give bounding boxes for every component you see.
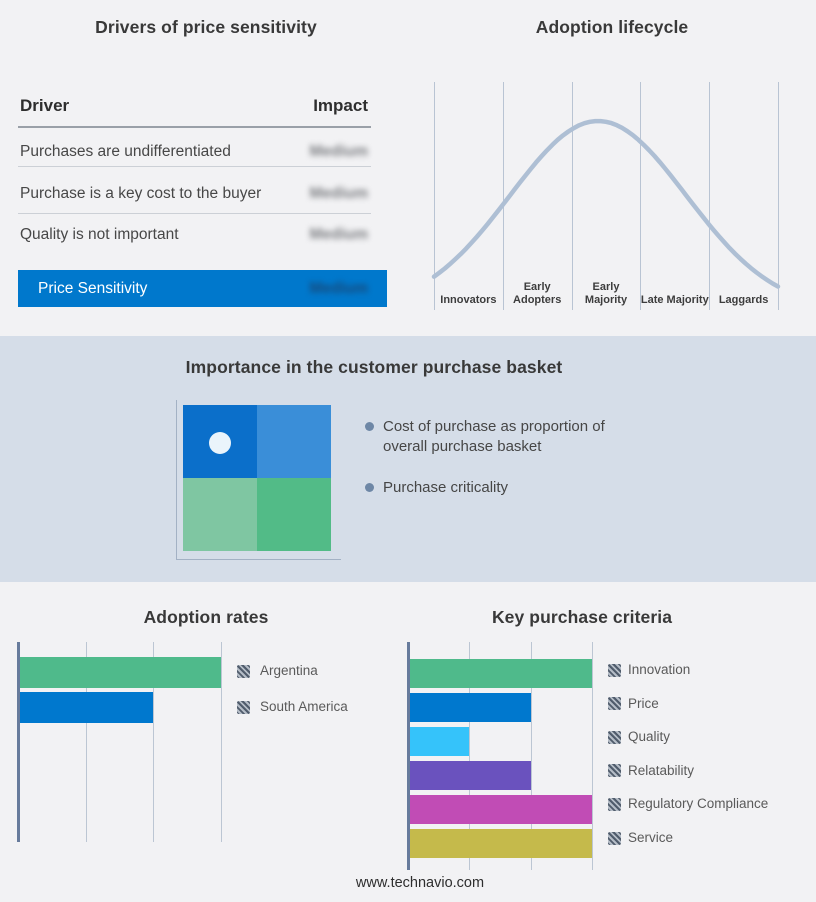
gridline [434,82,435,310]
impact-column-header: Impact [313,96,368,115]
gridline [592,642,593,870]
quadrant-bottom-left [183,478,257,551]
purchase-basket-band [0,336,816,582]
quadrant-bottom-right [257,478,331,551]
bar-innovation [410,659,592,688]
gridline [530,642,532,870]
driver-row-impact-value: Medium [309,226,368,243]
table-row-divider [18,213,371,214]
driver-row-label: Purchase is a key cost to the buyer [20,185,262,202]
legend-marker-service-icon [608,831,621,845]
stage-label-late-majority: Late Majority [640,294,709,306]
stage-label-innovators: Innovators [440,294,497,306]
bullet-item: Purchase criticality [365,478,645,498]
bar-south-america [20,692,153,723]
driver-row-impact-value: Medium [309,143,368,160]
legend-label-quality: Quality [628,729,671,745]
price-sensitivity-row: Price Sensitivity Medium [18,270,387,307]
position-marker-dot [209,431,231,454]
gridline [85,642,87,842]
stage-label-laggards: Laggards [718,294,769,306]
gridline [153,642,154,842]
y-axis [407,642,410,870]
bar-regulatory-compliance [410,795,592,824]
legend-marker-regulatory-compliance-icon [608,797,621,811]
legend-label-innovation: Innovation [628,662,691,677]
quadrant-x-axis [176,559,341,560]
gridline [640,82,642,310]
purchase-basket-quadrant [183,405,331,551]
website-footer: www.technavio.com [355,875,485,891]
legend-marker-quality-icon [608,730,621,744]
gridline [502,82,504,310]
adoption-rates-title: Adoption rates [143,607,269,627]
bar-service [410,829,592,858]
gridline [220,642,222,842]
gridline [709,82,711,310]
stage-label-early-adopters: Early Adopters [513,281,562,306]
bar-price [410,693,531,722]
legend-marker-price-icon [608,697,621,711]
driver-row-label: Quality is not important [20,226,179,243]
gridline [469,642,471,870]
legend-marker-south-america-icon [237,700,250,714]
bullet-dot-icon [365,422,374,431]
price-sensitivity-impact-value: Medium [309,279,368,297]
gridline [778,82,779,310]
legend-marker-argentina-icon [237,664,250,678]
driver-column-header: Driver [20,96,70,115]
legend-label-south-america: South America [260,699,348,714]
bullet-dot-icon [365,483,374,492]
gridline [571,82,573,310]
legend-label-service: Service [628,830,674,845]
y-axis [17,642,20,842]
bar-argentina [20,657,221,688]
quadrant-top-right [257,405,331,478]
table-header-underline [18,126,371,128]
driver-row-label: Purchases are undifferentiated [20,143,231,160]
legend-label-argentina: Argentina [260,663,318,678]
bullet-text: Cost of purchase as proportion of overal… [383,418,605,455]
lifecycle-panel-title: Adoption lifecycle [535,17,689,37]
bullet-text: Purchase criticality [383,479,509,496]
key-purchase-criteria-title: Key purchase criteria [491,607,673,627]
legend-marker-innovation-icon [608,663,621,677]
bullet-item: Cost of purchase as proportion of overal… [365,417,645,457]
quadrant-y-axis [176,400,177,560]
basket-panel-title: Importance in the customer purchase bask… [185,357,563,377]
stage-label-early-majority: Early Majority [584,281,628,306]
price-sensitivity-label: Price Sensitivity [38,279,148,297]
legend-label-regulatory-compliance: Regulatory Compliance [628,796,769,812]
driver-row-impact-value: Medium [309,185,368,202]
legend-label-price: Price [628,695,659,711]
legend-label-relatability: Relatability [628,762,695,778]
bar-quality [410,727,470,756]
legend-marker-relatability-icon [608,764,621,778]
basket-bullet-list: Cost of purchase as proportion of overal… [365,417,645,519]
adoption-lifecycle-curve [431,118,781,289]
drivers-panel-title: Drivers of price sensitivity [95,17,317,37]
table-row-divider [18,166,371,167]
bar-relatability [410,761,531,790]
